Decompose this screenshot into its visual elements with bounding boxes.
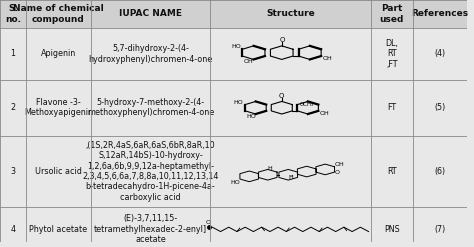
Text: O: O [280, 37, 285, 43]
Text: HO: HO [230, 180, 240, 185]
Text: OH: OH [320, 111, 330, 116]
Text: Apigenin: Apigenin [41, 49, 76, 58]
Text: (4): (4) [434, 49, 445, 58]
Text: (7): (7) [434, 225, 446, 234]
Text: O: O [279, 93, 284, 99]
Text: OCH₃: OCH₃ [300, 102, 314, 107]
Text: 5,7-dihydroxy-2-(4-
hydroxyphenyl)chromen-4-one: 5,7-dihydroxy-2-(4- hydroxyphenyl)chrome… [88, 44, 213, 63]
Text: PNS: PNS [384, 225, 400, 234]
Text: ,(1S,2R,4aS,6aR,6aS,6bR,8aR,10
S,12aR,14bS)-10-hydroxy-
1,2,6a,6b,9,9,12a-heptam: ,(1S,2R,4aS,6aR,6aS,6bR,8aR,10 S,12aR,14… [82, 141, 219, 202]
Text: Structure: Structure [266, 9, 315, 19]
Text: HO: HO [246, 114, 255, 119]
Text: Flavone -3-
Methoxyapigenin: Flavone -3- Methoxyapigenin [24, 98, 93, 117]
Text: (6): (6) [434, 167, 445, 176]
Text: HO: HO [231, 44, 241, 49]
Text: O: O [206, 220, 211, 225]
Text: (5): (5) [434, 103, 446, 112]
Text: IUPAC NAME: IUPAC NAME [119, 9, 182, 19]
Text: 3: 3 [10, 167, 15, 176]
Text: Phytol acetate: Phytol acetate [29, 225, 87, 234]
Text: 5-hydroxy-7-methoxy-2-(4-
methoxyphenyl)chromen-4-one: 5-hydroxy-7-methoxy-2-(4- methoxyphenyl)… [87, 98, 214, 117]
Text: 2: 2 [10, 103, 15, 112]
Text: References: References [411, 9, 468, 19]
Text: 4: 4 [10, 225, 15, 234]
Text: OH: OH [244, 59, 253, 64]
Text: Name of chemical
compound: Name of chemical compound [13, 4, 104, 24]
Text: Ursolic acid: Ursolic acid [35, 167, 82, 176]
Text: 1: 1 [10, 49, 15, 58]
Text: OH: OH [335, 162, 345, 167]
Text: FT: FT [387, 103, 396, 112]
Text: H̅: H̅ [288, 175, 292, 180]
Text: HO: HO [234, 100, 244, 104]
Text: OH: OH [323, 56, 332, 61]
Text: RT: RT [387, 167, 397, 176]
Bar [0, 0, 466, 28]
Text: H: H [267, 166, 272, 171]
Text: S.
no.: S. no. [5, 4, 21, 24]
Text: DL,
RT
,FT: DL, RT ,FT [385, 39, 398, 69]
Text: Part
used: Part used [380, 4, 404, 24]
Text: O: O [335, 170, 340, 175]
Text: (E)-3,7,11,15-
tetramethylhexadec-2-enyl]
acetate: (E)-3,7,11,15- tetramethylhexadec-2-enyl… [94, 214, 207, 244]
